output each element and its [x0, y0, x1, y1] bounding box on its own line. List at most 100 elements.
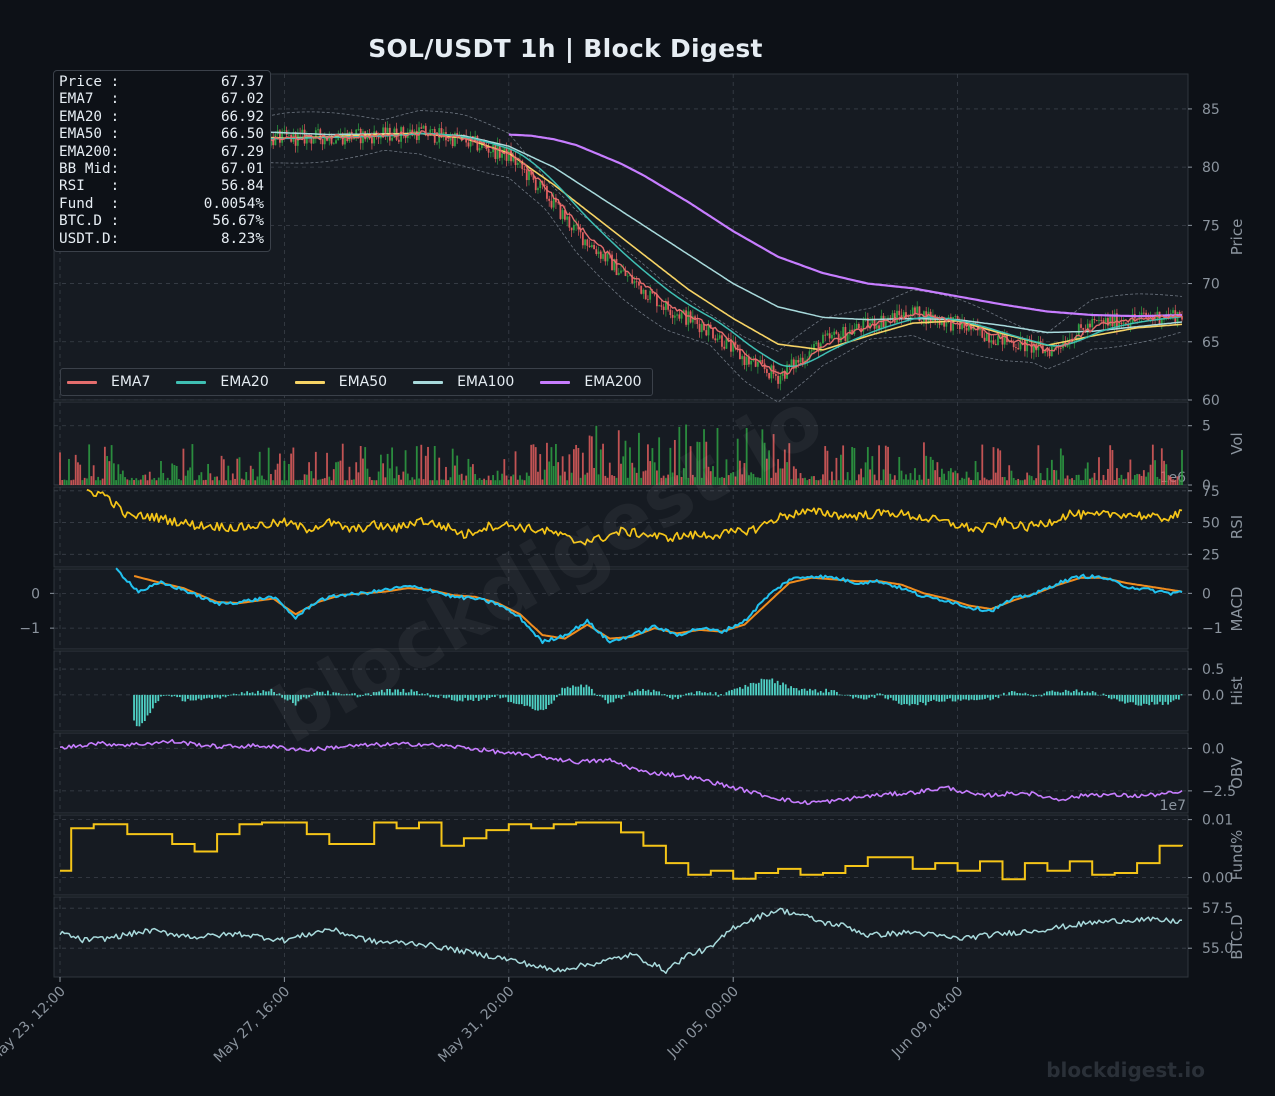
volume-bar — [575, 444, 578, 485]
volume-bar — [1116, 468, 1118, 485]
hist-bar — [916, 694, 919, 706]
candle-body — [537, 187, 539, 191]
candle-body — [379, 135, 382, 139]
hist-bar — [1175, 694, 1178, 700]
candle-body — [1174, 310, 1177, 323]
volume-bar — [220, 455, 223, 485]
volume-bar — [59, 452, 61, 485]
hist-bar — [302, 694, 305, 698]
hist-bar — [1059, 692, 1062, 696]
hist-bar — [868, 694, 871, 698]
hist-bar — [437, 694, 440, 699]
volume-bar — [768, 450, 771, 485]
volume-bar — [853, 448, 856, 485]
volume-bar — [139, 479, 142, 485]
volume-bar — [826, 450, 829, 485]
candle-body — [1102, 320, 1105, 324]
volume-bar — [1075, 474, 1078, 485]
candle-body — [920, 321, 923, 322]
hist-bar — [421, 693, 424, 696]
candle-body — [857, 323, 860, 329]
hist-bar — [596, 694, 599, 696]
volume-bar — [819, 479, 822, 485]
volume-bar — [420, 444, 423, 485]
hist-bar — [784, 684, 787, 696]
candle-body — [862, 318, 865, 332]
candle-body — [736, 344, 739, 349]
volume-bar — [770, 477, 773, 485]
hist-bar — [601, 694, 604, 698]
volume-bar — [362, 458, 364, 485]
hist-bar — [903, 694, 906, 705]
volume-bar — [604, 475, 607, 485]
volume-bar — [115, 480, 117, 485]
volume-bar — [981, 444, 984, 485]
xtick-label: Jun 09, 04:00 — [888, 984, 966, 1062]
volume-bar — [615, 477, 618, 485]
hist-bar — [1091, 691, 1094, 696]
volume-bar — [171, 463, 174, 485]
candle-body — [397, 139, 400, 142]
hist-bar — [873, 694, 876, 699]
hist-bar — [1062, 692, 1064, 696]
hist-bar — [1107, 694, 1110, 699]
candle-body — [1048, 351, 1051, 357]
candle-body — [1181, 316, 1183, 320]
volume-bar — [200, 472, 203, 485]
volume-bar — [1066, 475, 1069, 485]
hist-bar — [1064, 689, 1067, 696]
volume-bar — [1082, 480, 1085, 485]
volume-bar — [175, 465, 178, 485]
candle-body — [1104, 318, 1107, 324]
info-value: 67.02 — [220, 91, 264, 108]
hist-bar — [588, 686, 591, 696]
ema200-line — [508, 133, 1183, 318]
volume-bar — [1059, 448, 1062, 485]
volume-bar — [1131, 479, 1134, 485]
volume-bar — [422, 479, 425, 485]
hist-bar — [655, 691, 658, 696]
candle-body — [514, 156, 517, 166]
volume-bar — [130, 477, 133, 485]
volume-bar — [700, 477, 703, 485]
volume-bar — [992, 447, 995, 485]
hist-bar — [213, 694, 216, 698]
candle-body — [429, 129, 432, 136]
volume-bar — [555, 444, 557, 485]
candle-body — [604, 254, 607, 262]
candle-body — [1003, 334, 1006, 345]
volume-bar — [743, 463, 746, 485]
candle-body — [588, 245, 591, 248]
hist-bar — [967, 694, 970, 701]
volume-bar — [680, 476, 683, 485]
hist-bar — [1078, 692, 1081, 696]
volume-bar — [1142, 470, 1145, 485]
hist-bar — [1021, 693, 1024, 696]
unit-label-obv: 1e7 — [1160, 798, 1186, 814]
volume-bar — [330, 480, 333, 485]
candle-body — [842, 326, 845, 337]
hist-bar — [286, 694, 289, 701]
volume-bar — [848, 480, 851, 485]
volume-bar — [712, 466, 714, 485]
volume-bar — [669, 447, 672, 485]
hist-bar — [292, 694, 294, 704]
hist-bar — [1105, 694, 1108, 696]
volume-bar — [1057, 479, 1060, 485]
info-value: 56.84 — [220, 178, 264, 195]
volume-bar — [146, 480, 149, 485]
candle-body — [317, 129, 319, 131]
candle-body — [617, 272, 620, 276]
ytick-label-histogram: 0.0 — [1202, 688, 1224, 704]
hist-bar — [283, 694, 286, 700]
candle-body — [716, 338, 719, 341]
hist-bar — [1000, 694, 1003, 696]
hist-bar — [520, 694, 523, 705]
volume-bar — [418, 478, 420, 485]
volume-bar — [691, 474, 694, 485]
hist-bar — [318, 692, 321, 696]
volume-bar — [510, 476, 512, 485]
hist-bar — [1145, 694, 1148, 704]
hist-bar — [652, 689, 655, 696]
hist-bar — [574, 686, 577, 696]
